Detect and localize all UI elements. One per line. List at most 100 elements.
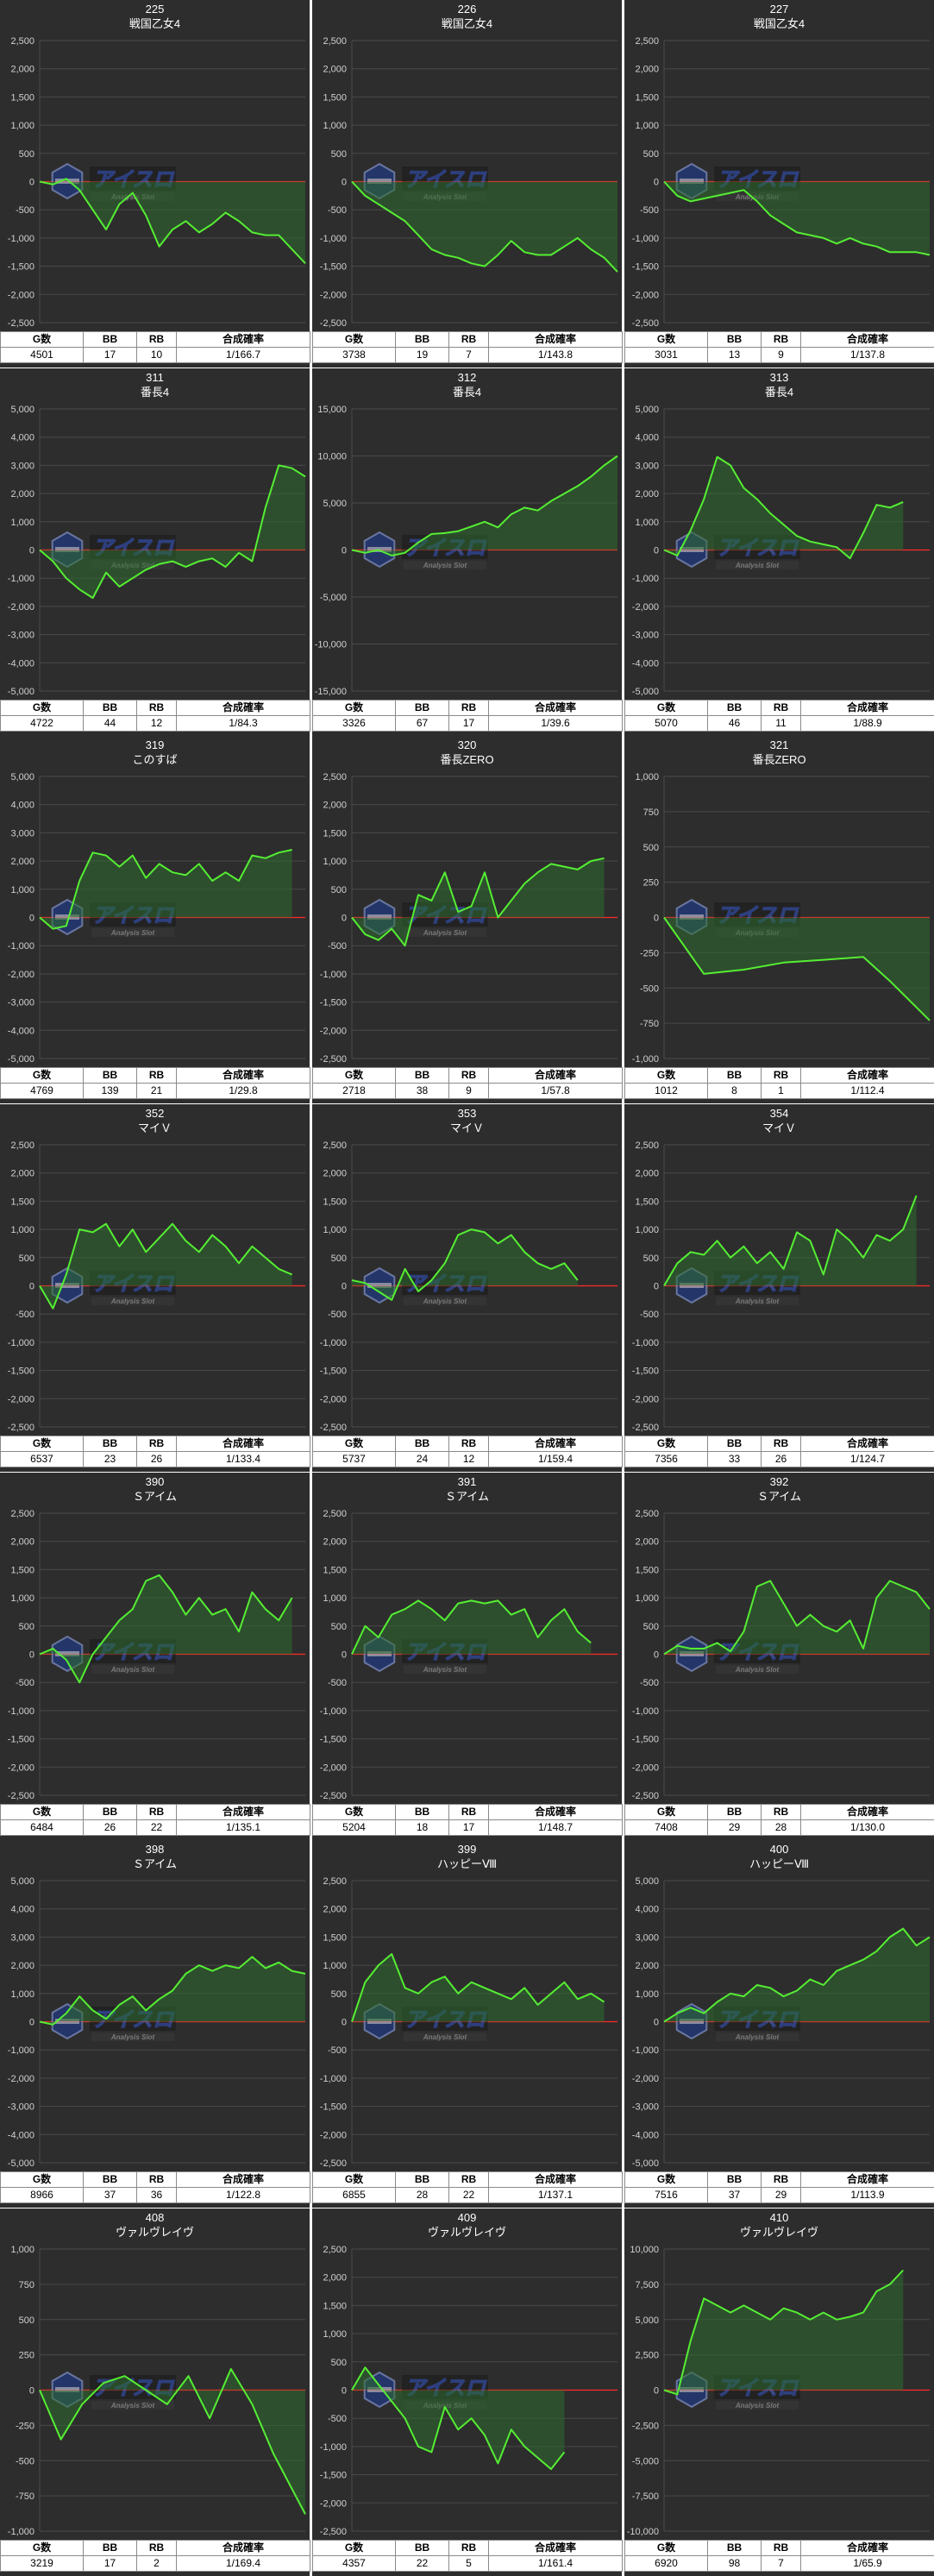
header-rate: 合成確率 bbox=[489, 1805, 623, 1820]
header-bb: BB bbox=[396, 701, 449, 716]
y-tick-label: 5,000 bbox=[10, 772, 34, 782]
y-tick-label: 2,000 bbox=[635, 1961, 659, 1971]
rate-value: 1/135.1 bbox=[177, 1820, 310, 1836]
y-tick-label: 500 bbox=[331, 1622, 347, 1632]
y-tick-label: 2,000 bbox=[323, 1169, 347, 1179]
y-tick-label: -1,000 bbox=[8, 1338, 34, 1348]
y-tick-label: 0 bbox=[29, 178, 34, 188]
rb-value: 11 bbox=[762, 716, 801, 732]
rb-value: 12 bbox=[137, 716, 177, 732]
y-tick-label: -2,000 bbox=[632, 1394, 659, 1404]
watermark-sub-text: Analysis Slot bbox=[110, 2033, 155, 2041]
bb-value: 98 bbox=[708, 2556, 762, 2572]
y-tick-label: -1,500 bbox=[8, 262, 34, 273]
watermark-sub-text: Analysis Slot bbox=[110, 1297, 155, 1305]
y-tick-label: 2,500 bbox=[635, 1140, 659, 1151]
y-tick-label: -500 bbox=[640, 205, 659, 216]
y-tick-label: 2,000 bbox=[10, 1961, 34, 1971]
chart-svg: 311番長45,0004,0003,0002,0001,0000-1,000-2… bbox=[0, 368, 310, 700]
y-tick-label: 2,000 bbox=[635, 65, 659, 75]
chart-svg: 409ヴァルヴレイヴ2,5002,0001,5001,0005000-500-1… bbox=[312, 2208, 622, 2540]
y-tick-label: 0 bbox=[654, 1282, 659, 1292]
y-tick-label: -1,000 bbox=[632, 1338, 659, 1348]
chart-number: 312 bbox=[458, 371, 477, 384]
series-area bbox=[664, 182, 930, 255]
watermark-sub-text: Analysis Slot bbox=[735, 562, 780, 569]
games-value: 4501 bbox=[1, 348, 84, 363]
header-bb: BB bbox=[708, 2172, 762, 2188]
y-tick-label: 1,000 bbox=[323, 1593, 347, 1604]
chart-number: 391 bbox=[458, 1475, 477, 1488]
y-tick-label: 500 bbox=[19, 2315, 34, 2326]
y-tick-label: 2,500 bbox=[323, 2245, 347, 2255]
y-tick-label: 750 bbox=[643, 807, 659, 818]
y-tick-label: 1,500 bbox=[635, 1565, 659, 1575]
chart-machine-name: ヴァルヴレイヴ bbox=[116, 2226, 194, 2239]
y-tick-label: 1,000 bbox=[323, 1961, 347, 1971]
watermark-sub-text: Analysis Slot bbox=[735, 2402, 780, 2410]
chart-svg: 392Ｓアイム2,5002,0001,5001,0005000-500-1,00… bbox=[624, 1473, 934, 1804]
chart-number: 410 bbox=[770, 2211, 789, 2224]
series-area bbox=[40, 2369, 305, 2514]
rb-value: 22 bbox=[137, 1820, 177, 1836]
y-tick-label: -2,500 bbox=[320, 1423, 347, 1433]
y-tick-label: -2,500 bbox=[632, 318, 659, 329]
y-tick-label: -2,000 bbox=[320, 2498, 347, 2509]
y-tick-label: 1,500 bbox=[323, 1932, 347, 1943]
y-tick-label: -2,000 bbox=[320, 1026, 347, 1036]
rb-value: 12 bbox=[449, 1452, 489, 1467]
y-tick-label: -2,000 bbox=[632, 290, 659, 300]
watermark-sub-text: Analysis Slot bbox=[110, 929, 155, 937]
y-tick-label: 10,000 bbox=[317, 452, 347, 462]
bb-value: 18 bbox=[396, 1820, 449, 1836]
header-rb: RB bbox=[449, 1436, 489, 1452]
header-games: G数 bbox=[313, 1805, 396, 1820]
chart-svg: 225戦国乙女42,5002,0001,5001,0005000-500-1,0… bbox=[0, 0, 310, 331]
y-tick-label: 1,000 bbox=[635, 518, 659, 528]
y-tick-label: -5,000 bbox=[632, 2456, 659, 2466]
y-tick-label: 500 bbox=[331, 885, 347, 895]
y-tick-label: -1,000 bbox=[8, 941, 34, 952]
rb-value: 10 bbox=[137, 348, 177, 363]
y-tick-label: 0 bbox=[342, 1282, 347, 1292]
rb-value: 22 bbox=[449, 2188, 489, 2203]
header-rb: RB bbox=[762, 1068, 801, 1084]
header-rb: RB bbox=[137, 2172, 177, 2188]
y-tick-label: -5,000 bbox=[8, 2158, 34, 2169]
chart-number: 311 bbox=[146, 371, 164, 384]
header-bb: BB bbox=[396, 1068, 449, 1084]
y-tick-label: 2,000 bbox=[323, 2273, 347, 2284]
y-tick-label: 1,500 bbox=[10, 1565, 34, 1575]
y-tick-label: 2,000 bbox=[323, 1905, 347, 1915]
rb-value: 7 bbox=[449, 348, 489, 363]
y-tick-label: -1,000 bbox=[8, 2045, 34, 2056]
y-tick-label: -1,500 bbox=[320, 1735, 347, 1745]
y-tick-label: -2,000 bbox=[632, 602, 659, 613]
y-tick-label: 0 bbox=[654, 546, 659, 556]
chart-machine-name: Ｓアイム bbox=[133, 1490, 177, 1503]
rb-value: 2 bbox=[137, 2556, 177, 2572]
chart-machine-name: マイＶ bbox=[450, 1122, 484, 1134]
chart-machine-name: Ｓアイム bbox=[445, 1490, 489, 1503]
y-tick-label: 2,500 bbox=[635, 36, 659, 47]
y-tick-label: 1,000 bbox=[323, 1225, 347, 1235]
header-games: G数 bbox=[313, 1068, 396, 1084]
chart-machine-name: ヴァルヴレイヴ bbox=[740, 2226, 818, 2239]
y-tick-label: 500 bbox=[331, 1253, 347, 1264]
rate-value: 1/39.6 bbox=[489, 716, 623, 732]
bb-value: 37 bbox=[84, 2188, 137, 2203]
y-tick-label: -2,000 bbox=[8, 602, 34, 613]
bb-value: 44 bbox=[84, 716, 137, 732]
y-tick-label: 1,000 bbox=[635, 772, 659, 782]
y-tick-label: 250 bbox=[19, 2351, 34, 2361]
